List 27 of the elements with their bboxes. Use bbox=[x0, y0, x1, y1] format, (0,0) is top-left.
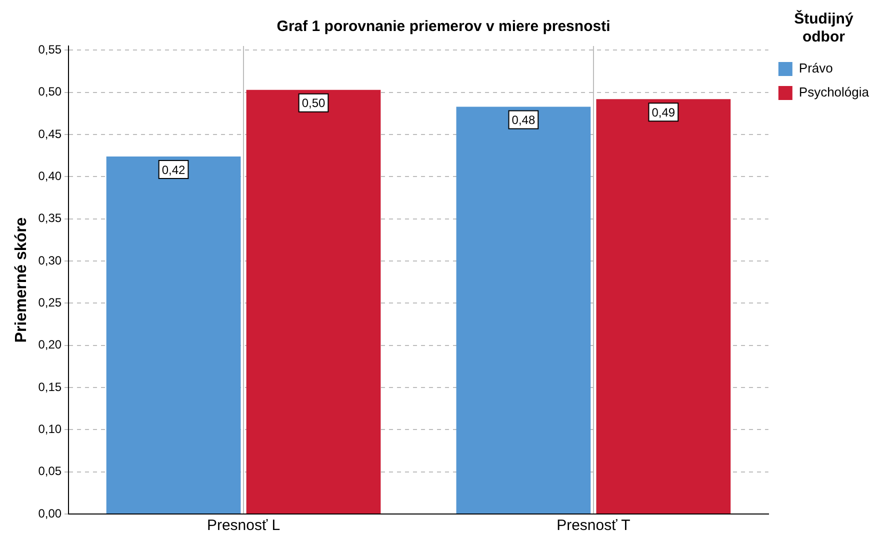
legend-label: Psychológia bbox=[798, 84, 870, 100]
y-tick-label: 0,10 bbox=[38, 422, 62, 436]
data-label: 0,49 bbox=[652, 105, 676, 120]
legend-title: Študijný odbor bbox=[794, 10, 854, 46]
data-label: 0,48 bbox=[512, 113, 536, 128]
legend-label: Právo bbox=[798, 60, 833, 76]
x-tick-label: Presnosť L bbox=[206, 517, 280, 534]
y-tick-label: 0,55 bbox=[38, 42, 62, 57]
y-tick-label: 0,50 bbox=[38, 84, 62, 99]
bar bbox=[246, 90, 381, 514]
y-tick-label: 0,15 bbox=[38, 380, 62, 394]
bar bbox=[596, 99, 731, 514]
y-tick-label: 0,40 bbox=[38, 169, 62, 184]
chart-title: Graf 1 porovnanie priemerov v miere presnosti bbox=[276, 18, 610, 36]
bar bbox=[456, 106, 591, 514]
y-tick-label: 0,20 bbox=[38, 338, 62, 352]
y-tick-label: 0,35 bbox=[38, 211, 62, 226]
data-label: 0,50 bbox=[302, 96, 326, 110]
y-tick-label: 0,30 bbox=[38, 253, 62, 268]
y-tick-label: 0,45 bbox=[38, 126, 62, 141]
y-tick-label: 0,05 bbox=[38, 464, 62, 478]
y-tick-label: 0,25 bbox=[38, 296, 62, 310]
y-tick-label: 0,00 bbox=[38, 506, 62, 520]
x-tick-label: Presnosť T bbox=[556, 517, 630, 534]
bar bbox=[106, 156, 241, 514]
data-label: 0,42 bbox=[162, 162, 186, 177]
y-axis-title: Priemerné skóre bbox=[13, 217, 30, 343]
